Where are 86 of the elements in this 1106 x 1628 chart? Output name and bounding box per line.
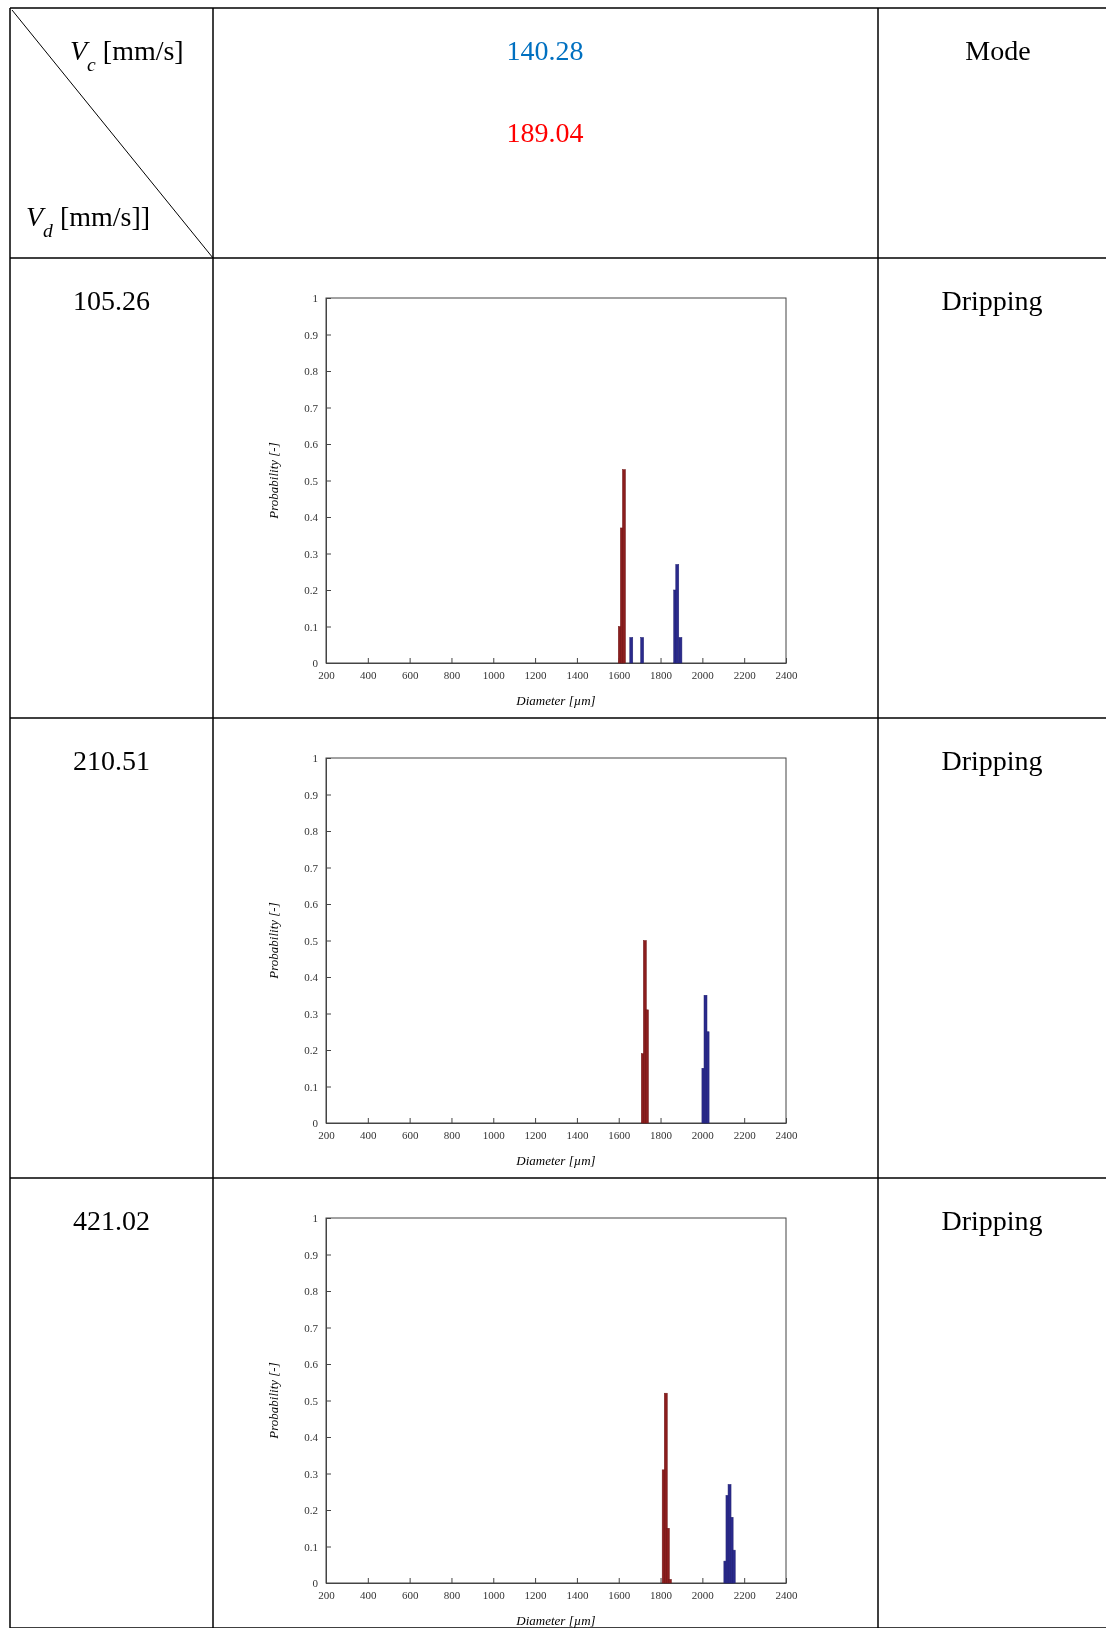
x-axis-title: Diameter [µm] xyxy=(515,693,596,708)
x-tick-label: 200 xyxy=(318,1128,336,1141)
y-tick-label: 1 xyxy=(312,292,318,305)
x-tick-label: 1400 xyxy=(566,668,589,681)
y-tick-label: 0.4 xyxy=(304,1431,319,1444)
y-tick-label: 0.5 xyxy=(304,474,319,487)
x-tick-label: 1200 xyxy=(524,668,548,681)
x-tick-label: 600 xyxy=(401,668,419,681)
x-tick-label: 400 xyxy=(360,668,378,681)
y-tick-label: 0.8 xyxy=(304,825,319,838)
x-tick-label: 2400 xyxy=(775,1588,798,1601)
y-tick-label: 0.8 xyxy=(304,1285,319,1298)
y-tick-label: 0 xyxy=(312,657,319,670)
x-tick-label: 600 xyxy=(401,1128,419,1141)
x-tick-label: 2000 xyxy=(691,1128,715,1141)
x-tick-label: 600 xyxy=(401,1588,419,1601)
y-axis-title: Probability [-] xyxy=(266,1362,281,1440)
y-tick-label: 1 xyxy=(312,1212,318,1225)
x-tick-label: 200 xyxy=(318,668,336,681)
y-axis-title: Probability [-] xyxy=(266,442,281,520)
x-tick-label: 1200 xyxy=(524,1588,548,1601)
x-tick-label: 1200 xyxy=(524,1128,548,1141)
x-tick-label: 1000 xyxy=(482,1128,506,1141)
x-tick-label: 1400 xyxy=(566,1588,589,1601)
y-tick-label: 0.9 xyxy=(304,788,319,801)
x-tick-label: 200 xyxy=(318,1588,336,1601)
y-tick-label: 0.6 xyxy=(304,898,319,911)
y-tick-label: 0.2 xyxy=(304,1044,318,1057)
x-tick-label: 800 xyxy=(443,1128,461,1141)
text: Dripping xyxy=(941,1205,1043,1236)
text: 105.26 xyxy=(73,285,150,316)
y-tick-label: 0.3 xyxy=(304,547,319,560)
y-tick-label: 0 xyxy=(312,1577,319,1590)
y-tick-label: 0.3 xyxy=(304,1007,319,1020)
x-tick-label: 2200 xyxy=(733,1588,757,1601)
x-tick-label: 2200 xyxy=(733,668,757,681)
y-tick-label: 0.4 xyxy=(304,971,319,984)
y-tick-label: 0 xyxy=(312,1117,319,1130)
y-tick-label: 0.5 xyxy=(304,1394,319,1407)
x-tick-label: 400 xyxy=(360,1128,378,1141)
text: Dripping xyxy=(941,285,1043,316)
text: 421.02 xyxy=(73,1205,150,1236)
y-tick-label: 0.2 xyxy=(304,1504,318,1517)
x-tick-label: 800 xyxy=(443,1588,461,1601)
y-axis-title: Probability [-] xyxy=(266,902,281,980)
x-axis-title: Diameter [µm] xyxy=(515,1613,596,1628)
x-tick-label: 2400 xyxy=(775,1128,798,1141)
x-tick-label: 2400 xyxy=(775,668,798,681)
y-tick-label: 0.1 xyxy=(304,1540,318,1553)
y-tick-label: 0.7 xyxy=(304,1321,319,1334)
y-tick-label: 0.2 xyxy=(304,584,318,597)
text: Mode xyxy=(965,35,1031,66)
y-tick-label: 0.7 xyxy=(304,861,319,874)
y-tick-label: 0.9 xyxy=(304,328,319,341)
x-axis-title: Diameter [µm] xyxy=(515,1153,596,1168)
x-tick-label: 1600 xyxy=(608,1588,631,1601)
x-tick-label: 800 xyxy=(443,668,461,681)
y-tick-label: 0.6 xyxy=(304,1358,319,1371)
x-tick-label: 1600 xyxy=(608,668,631,681)
y-tick-label: 1 xyxy=(312,752,318,765)
y-tick-label: 0.1 xyxy=(304,620,318,633)
x-tick-label: 1400 xyxy=(566,1128,589,1141)
y-tick-label: 0.3 xyxy=(304,1467,319,1480)
x-tick-label: 400 xyxy=(360,1588,378,1601)
y-tick-label: 0.6 xyxy=(304,438,319,451)
x-tick-label: 1800 xyxy=(650,668,673,681)
text: 189.04 xyxy=(506,117,584,148)
x-tick-label: 1000 xyxy=(482,1588,506,1601)
text: 140.28 xyxy=(506,35,584,66)
y-tick-label: 0.8 xyxy=(304,365,319,378)
y-tick-label: 0.7 xyxy=(304,401,319,414)
text: V$_{d}$ [mm/s]] xyxy=(26,201,151,241)
text: 210.51 xyxy=(73,745,150,776)
y-tick-label: 0.5 xyxy=(304,934,319,947)
x-tick-label: 1800 xyxy=(650,1128,673,1141)
x-tick-label: 2000 xyxy=(691,668,715,681)
text: Dripping xyxy=(941,745,1043,776)
x-tick-label: 2000 xyxy=(691,1588,715,1601)
y-tick-label: 0.9 xyxy=(304,1248,319,1261)
y-tick-label: 0.1 xyxy=(304,1080,318,1093)
text: V$_{c}$ [mm/s] xyxy=(70,35,184,75)
x-tick-label: 1800 xyxy=(650,1588,673,1601)
x-tick-label: 1000 xyxy=(482,668,506,681)
x-tick-label: 2200 xyxy=(733,1128,757,1141)
x-tick-label: 1600 xyxy=(608,1128,631,1141)
y-tick-label: 0.4 xyxy=(304,511,319,524)
